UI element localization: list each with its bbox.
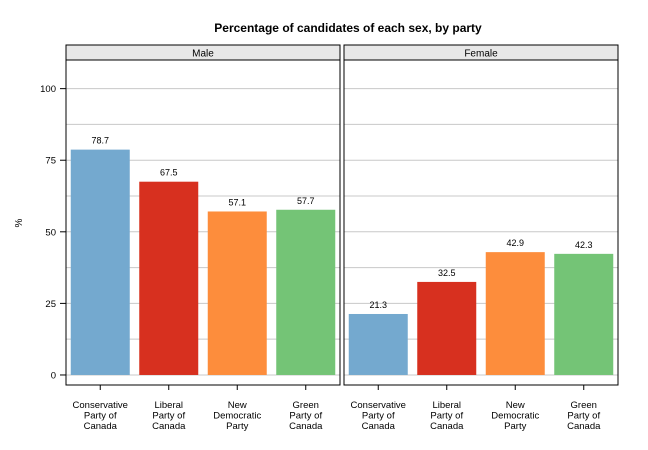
- bar-value-label: 78.7: [91, 136, 109, 146]
- x-category-label-line: Conservative: [351, 400, 406, 411]
- chart-title: Percentage of candidates of each sex, by…: [214, 21, 482, 35]
- x-category-label-line: Party of: [152, 411, 185, 422]
- panel-border: [343, 59, 619, 386]
- bar-male-3: [207, 211, 267, 375]
- x-category-label-line: Party of: [84, 411, 117, 422]
- x-category-label-line: Party: [504, 421, 526, 432]
- x-category-label-line: Canada: [84, 421, 118, 432]
- panel-strip-label: Male: [192, 49, 214, 60]
- bar-value-label: 67.5: [160, 168, 178, 178]
- x-category-label: Conservative Party of Canada: [351, 400, 406, 432]
- bar-female-4: [554, 253, 614, 375]
- x-category-label: Liberal Party of Canada: [152, 400, 186, 432]
- x-category-label-line: Party: [226, 421, 248, 432]
- x-category-label-line: Canada: [289, 421, 323, 432]
- x-category-label-line: Liberal: [432, 400, 461, 411]
- bar-value-label: 42.3: [575, 240, 593, 250]
- y-axis-label: %: [14, 218, 25, 227]
- panel-strip-label: Female: [464, 49, 498, 60]
- x-category-label-line: New: [506, 400, 525, 411]
- x-category-label-line: New: [228, 400, 247, 411]
- x-category-label: Liberal Party of Canada: [430, 400, 464, 432]
- bar-value-label: 32.5: [438, 268, 456, 278]
- bar-male-2: [139, 181, 199, 375]
- x-category-label-line: Party of: [289, 411, 322, 422]
- x-category-label-line: Party of: [430, 411, 463, 422]
- y-tick-label: 25: [45, 299, 56, 310]
- x-category-label-line: Green: [571, 400, 597, 411]
- x-category-label-line: Green: [293, 400, 319, 411]
- y-tick-label: 75: [45, 156, 56, 167]
- x-category-label: New Democratic Party: [213, 400, 261, 432]
- bar-value-label: 57.7: [297, 196, 315, 206]
- x-category-label: Green Party of Canada: [567, 400, 601, 432]
- bar-male-4: [276, 209, 336, 375]
- bar-female-2: [417, 281, 477, 375]
- x-category-label-line: Party of: [362, 411, 395, 422]
- bar-male-1: [70, 149, 130, 375]
- x-category-label-line: Democratic: [491, 411, 539, 422]
- x-category-label-line: Canada: [567, 421, 601, 432]
- x-category-label-line: Canada: [152, 421, 186, 432]
- y-tick-label: 100: [40, 84, 56, 95]
- bar-value-label: 57.1: [228, 197, 246, 207]
- bar-value-label: 42.9: [506, 238, 524, 248]
- x-category-label-line: Canada: [430, 421, 464, 432]
- y-tick-label: 0: [51, 370, 56, 381]
- x-category-label: Green Party of Canada: [289, 400, 323, 432]
- x-category-label: Conservative Party of Canada: [73, 400, 128, 432]
- y-tick-label: 50: [45, 227, 56, 238]
- panel-border: [65, 59, 341, 386]
- bar-female-3: [485, 252, 545, 375]
- x-category-label-line: Liberal: [154, 400, 183, 411]
- bar-value-label: 21.3: [369, 300, 387, 310]
- x-category-label-line: Canada: [362, 421, 396, 432]
- x-category-label-line: Conservative: [73, 400, 128, 411]
- bar-female-1: [348, 313, 408, 375]
- x-category-label-line: Party of: [567, 411, 600, 422]
- y-axis: 0 25 50 75 100: [40, 84, 66, 381]
- x-category-label-line: Democratic: [213, 411, 261, 422]
- x-category-label: New Democratic Party: [491, 400, 539, 432]
